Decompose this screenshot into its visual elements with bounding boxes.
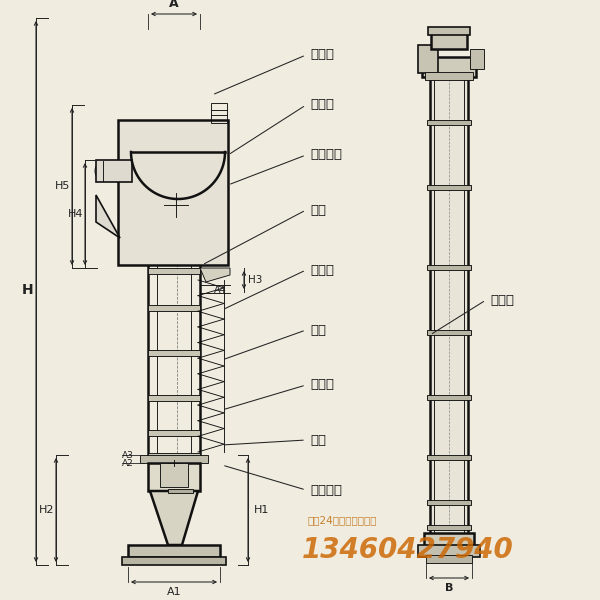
Text: 备斗带: 备斗带	[310, 263, 334, 277]
Bar	[427, 265, 471, 270]
Text: H1: H1	[254, 505, 269, 515]
Text: 张紧装置: 张紧装置	[310, 484, 342, 497]
Text: A: A	[169, 0, 179, 10]
Text: B: B	[445, 583, 453, 593]
Bar	[148, 305, 200, 311]
Text: 技术24小时销售热线：: 技术24小时销售热线：	[308, 515, 377, 525]
Text: 机头座: 机头座	[310, 98, 334, 112]
Bar	[427, 185, 471, 190]
Bar	[122, 557, 226, 565]
Bar	[418, 545, 480, 557]
Bar	[427, 395, 471, 400]
Bar	[128, 545, 220, 557]
Bar	[428, 27, 470, 35]
Polygon shape	[150, 491, 198, 545]
Text: 13460427940: 13460427940	[302, 536, 514, 564]
Text: H5: H5	[55, 181, 71, 191]
Text: 机头盖: 机头盖	[310, 49, 334, 61]
Bar	[427, 525, 471, 530]
Bar	[148, 350, 200, 356]
Bar	[148, 430, 200, 436]
Bar	[427, 330, 471, 335]
Circle shape	[172, 473, 176, 477]
Bar	[168, 489, 193, 493]
Bar	[148, 268, 200, 274]
Text: H2: H2	[39, 505, 55, 515]
Bar	[424, 533, 474, 547]
Polygon shape	[96, 195, 120, 238]
Bar	[148, 395, 200, 401]
Text: H3: H3	[248, 275, 262, 285]
Bar	[96, 160, 132, 182]
Bar	[427, 500, 471, 505]
Text: A3: A3	[122, 451, 134, 460]
Bar	[148, 463, 200, 491]
Bar	[418, 45, 438, 73]
Bar	[422, 57, 476, 77]
Bar	[425, 72, 473, 80]
Text: 底座: 底座	[310, 433, 326, 446]
Bar	[427, 455, 471, 460]
Text: A1: A1	[167, 587, 181, 597]
Bar	[427, 120, 471, 125]
Text: H4: H4	[68, 209, 84, 219]
Bar	[160, 463, 188, 487]
Text: 减速电机: 减速电机	[310, 148, 342, 161]
Text: A2: A2	[122, 458, 134, 467]
Bar	[426, 555, 472, 563]
Polygon shape	[200, 268, 230, 282]
Text: 备斗: 备斗	[310, 323, 326, 337]
Text: A4: A4	[214, 285, 227, 295]
Bar	[148, 453, 200, 459]
Text: 直管: 直管	[310, 203, 326, 217]
Text: H: H	[22, 283, 34, 297]
Text: 观察窗: 观察窗	[490, 293, 514, 307]
Bar	[470, 49, 484, 69]
Bar	[211, 103, 227, 123]
Bar	[430, 75, 468, 545]
Bar	[140, 455, 208, 463]
Text: 检修门: 检修门	[310, 379, 334, 391]
Bar	[431, 33, 467, 49]
Bar	[118, 120, 228, 265]
